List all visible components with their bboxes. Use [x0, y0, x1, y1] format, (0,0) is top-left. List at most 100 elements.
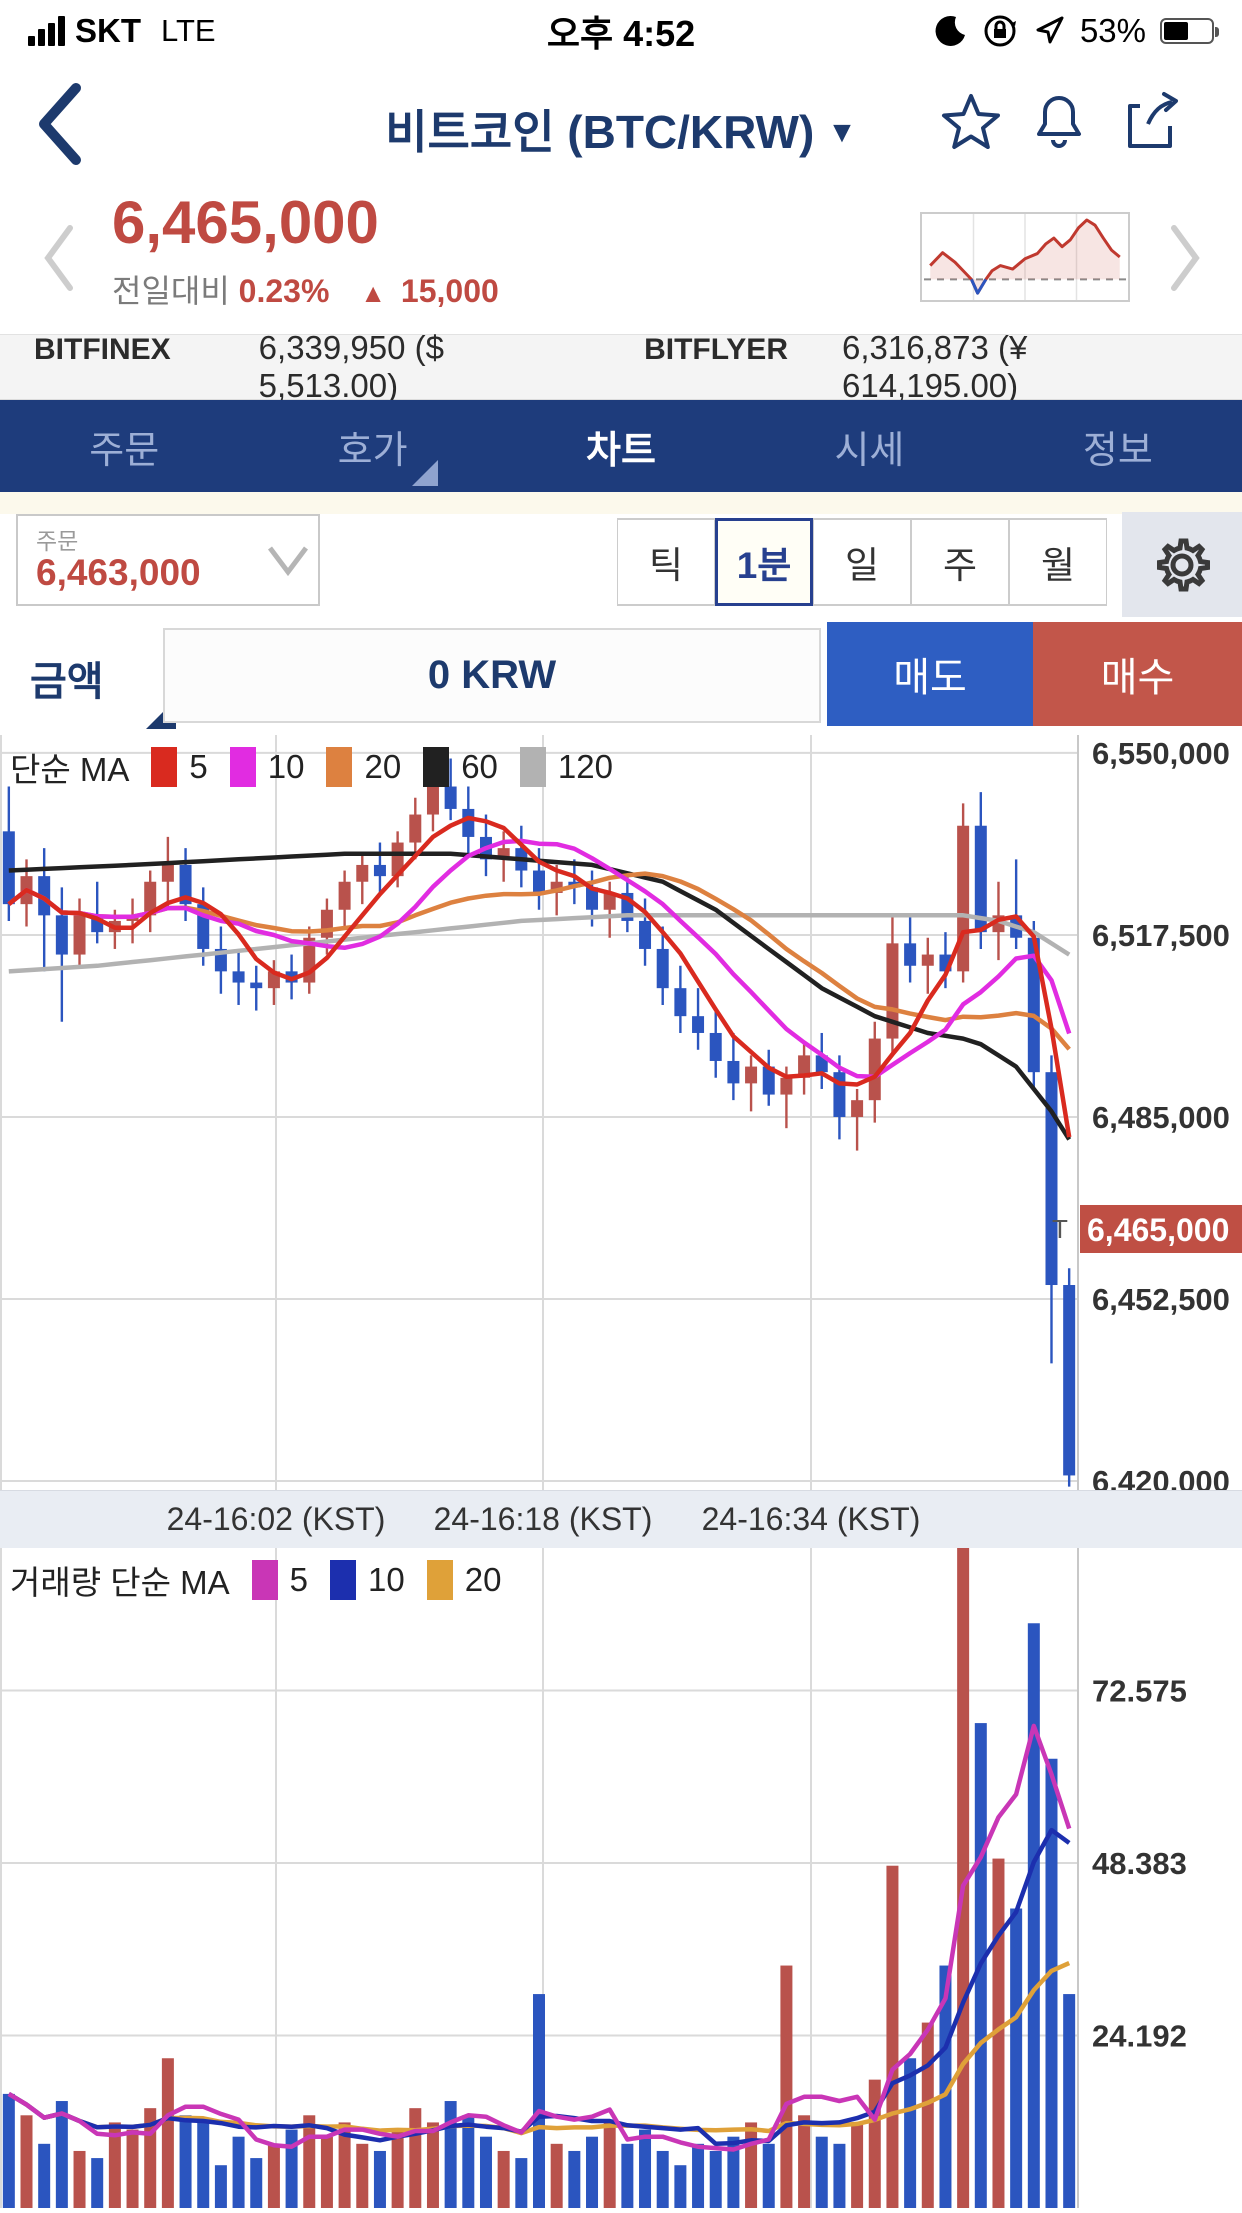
amount-input[interactable]: 0 KRW — [163, 628, 821, 723]
buy-button[interactable]: 매수 — [1033, 622, 1242, 726]
candle-body — [391, 842, 404, 877]
volume-bar — [126, 2129, 139, 2208]
nav-tab-bar: 주문 호가 차트 시세 정보 — [0, 400, 1242, 492]
volume-bar — [1027, 1623, 1040, 2208]
battery-icon — [1160, 18, 1219, 44]
candle-body — [373, 864, 386, 877]
candle-body — [798, 1055, 811, 1078]
sell-button[interactable]: 매도 — [827, 622, 1033, 726]
ticker-item: BITFLYER 6,316,873 (¥ 614,195.00) — [644, 329, 1208, 405]
volume-bar — [2, 2093, 15, 2208]
candle-body — [232, 971, 245, 983]
mini-sparkline-chart[interactable] — [920, 212, 1130, 302]
share-button[interactable] — [1120, 90, 1184, 152]
candle-body — [426, 786, 439, 815]
candle-body — [762, 1066, 775, 1095]
volume-bar — [921, 2022, 934, 2208]
chart-settings-button[interactable] — [1122, 512, 1242, 617]
candle-body — [780, 1077, 793, 1095]
candle-body — [851, 1100, 864, 1117]
candle-body — [73, 915, 86, 955]
volume-bar — [197, 2122, 210, 2208]
volume-ma-line — [7, 1723, 1072, 2152]
volume-bar — [1063, 1994, 1076, 2208]
nav-tab-시세[interactable]: 시세 — [834, 429, 905, 472]
alert-bell-button[interactable] — [1028, 90, 1090, 152]
volume-bar — [320, 2136, 333, 2208]
price-summary: 6,465,000 전일대비 0.23% ▲ 15,000 — [0, 186, 1242, 334]
candle-body — [444, 786, 457, 809]
spark-dip-line — [970, 278, 988, 295]
volume-bar — [621, 2143, 634, 2208]
gear-icon — [1157, 538, 1210, 591]
ticker-item: BITFINEX 6,339,950 ($ 5,513.00) — [34, 329, 588, 405]
nav-tab-차트[interactable]: 차트 — [586, 429, 656, 472]
back-button[interactable] — [34, 82, 84, 166]
volume-bar — [267, 2143, 280, 2208]
amount-label[interactable]: 금액 — [30, 660, 104, 704]
current-price-marker: T — [1052, 1214, 1068, 1244]
ma-line — [8, 913, 1071, 974]
legend-swatch — [426, 1560, 453, 1600]
volume-bar — [462, 2115, 475, 2208]
timeframe-button-틱[interactable]: 틱 — [617, 518, 715, 606]
volume-bar — [851, 2122, 864, 2208]
timeframe-button-월[interactable]: 월 — [1009, 518, 1107, 606]
legend-swatch — [251, 1560, 278, 1600]
exchange-name: BITFINEX — [34, 333, 171, 366]
candle-body — [868, 1038, 881, 1101]
legend-label: 5 — [289, 1561, 308, 1598]
volume-bar — [692, 2143, 705, 2208]
next-symbol-chevron[interactable] — [1168, 222, 1204, 294]
current-price: 6,465,000 — [112, 189, 379, 256]
time-axis: 24-16:02 (KST) 24-16:18 (KST) 24-16:34 (KS… — [0, 1490, 1242, 1548]
volume-bar — [409, 2108, 422, 2208]
legend-label: 60 — [461, 748, 498, 785]
volume-chart[interactable]: 거래량 단순 MA 5 10 20 72.575 48.383 24.192 — [0, 1548, 1242, 2208]
y-axis-label: 6,452,500 — [1092, 1282, 1230, 1317]
volume-bar — [886, 1865, 899, 2208]
time-axis-label: 24-16:02 (KST) — [166, 1501, 386, 1537]
candle-body — [409, 814, 422, 843]
legend-swatch — [326, 747, 353, 787]
exchange-price: 6,339,950 ($ 5,513.00) — [258, 329, 444, 404]
volume-bar — [426, 2122, 439, 2208]
candle-body — [904, 943, 917, 966]
prev-symbol-chevron[interactable] — [40, 222, 76, 294]
up-arrow-icon: ▲ — [360, 278, 387, 308]
volume-bar — [73, 2150, 86, 2208]
price-chart[interactable]: 단순 MA 5 10 20 60 120 6,550,000 6,517,500 6,485,… — [0, 735, 1242, 1499]
volume-bar — [586, 2136, 599, 2208]
timeframe-button-일[interactable]: 일 — [813, 518, 911, 606]
candle-body — [338, 881, 351, 910]
candle-body — [2, 831, 15, 905]
volume-ma-line — [7, 1827, 1071, 2147]
volume-bar — [939, 1965, 952, 2208]
candle-body — [886, 943, 899, 1039]
volume-bar — [815, 2136, 828, 2208]
legend-swatch — [519, 747, 546, 787]
order-price-dropdown[interactable]: 주문 6,463,000 — [16, 514, 320, 606]
candle-body — [745, 1066, 758, 1084]
page-title[interactable]: 비트코인 (BTC/KRW) ▼ — [385, 106, 857, 158]
timeframe-button-주[interactable]: 주 — [911, 518, 1009, 606]
legend-title: 단순 MA — [10, 751, 130, 788]
nav-tab-호가[interactable]: 호가 — [337, 429, 408, 472]
rotation-lock-icon — [984, 15, 1016, 47]
chevron-down-icon — [268, 546, 308, 577]
current-price-tag-label: 6,465,000 — [1087, 1212, 1229, 1248]
volume-bar — [798, 2115, 811, 2208]
timeframe-button-1분[interactable]: 1분 — [715, 518, 813, 606]
candle-body — [550, 881, 563, 893]
volume-bar — [904, 2058, 917, 2208]
volume-bar — [479, 2136, 492, 2208]
favorite-star-button[interactable] — [940, 90, 1002, 152]
exchange-name: BITFLYER — [644, 333, 788, 366]
nav-tab-정보[interactable]: 정보 — [1082, 429, 1153, 472]
legend-label: 10 — [368, 1561, 405, 1598]
nav-tab-주문[interactable]: 주문 — [89, 429, 160, 472]
candle-body — [692, 1016, 705, 1033]
candle-body — [656, 948, 669, 989]
y-axis-label: 6,420,000 — [1092, 1464, 1230, 1490]
volume-bar — [639, 2129, 652, 2208]
